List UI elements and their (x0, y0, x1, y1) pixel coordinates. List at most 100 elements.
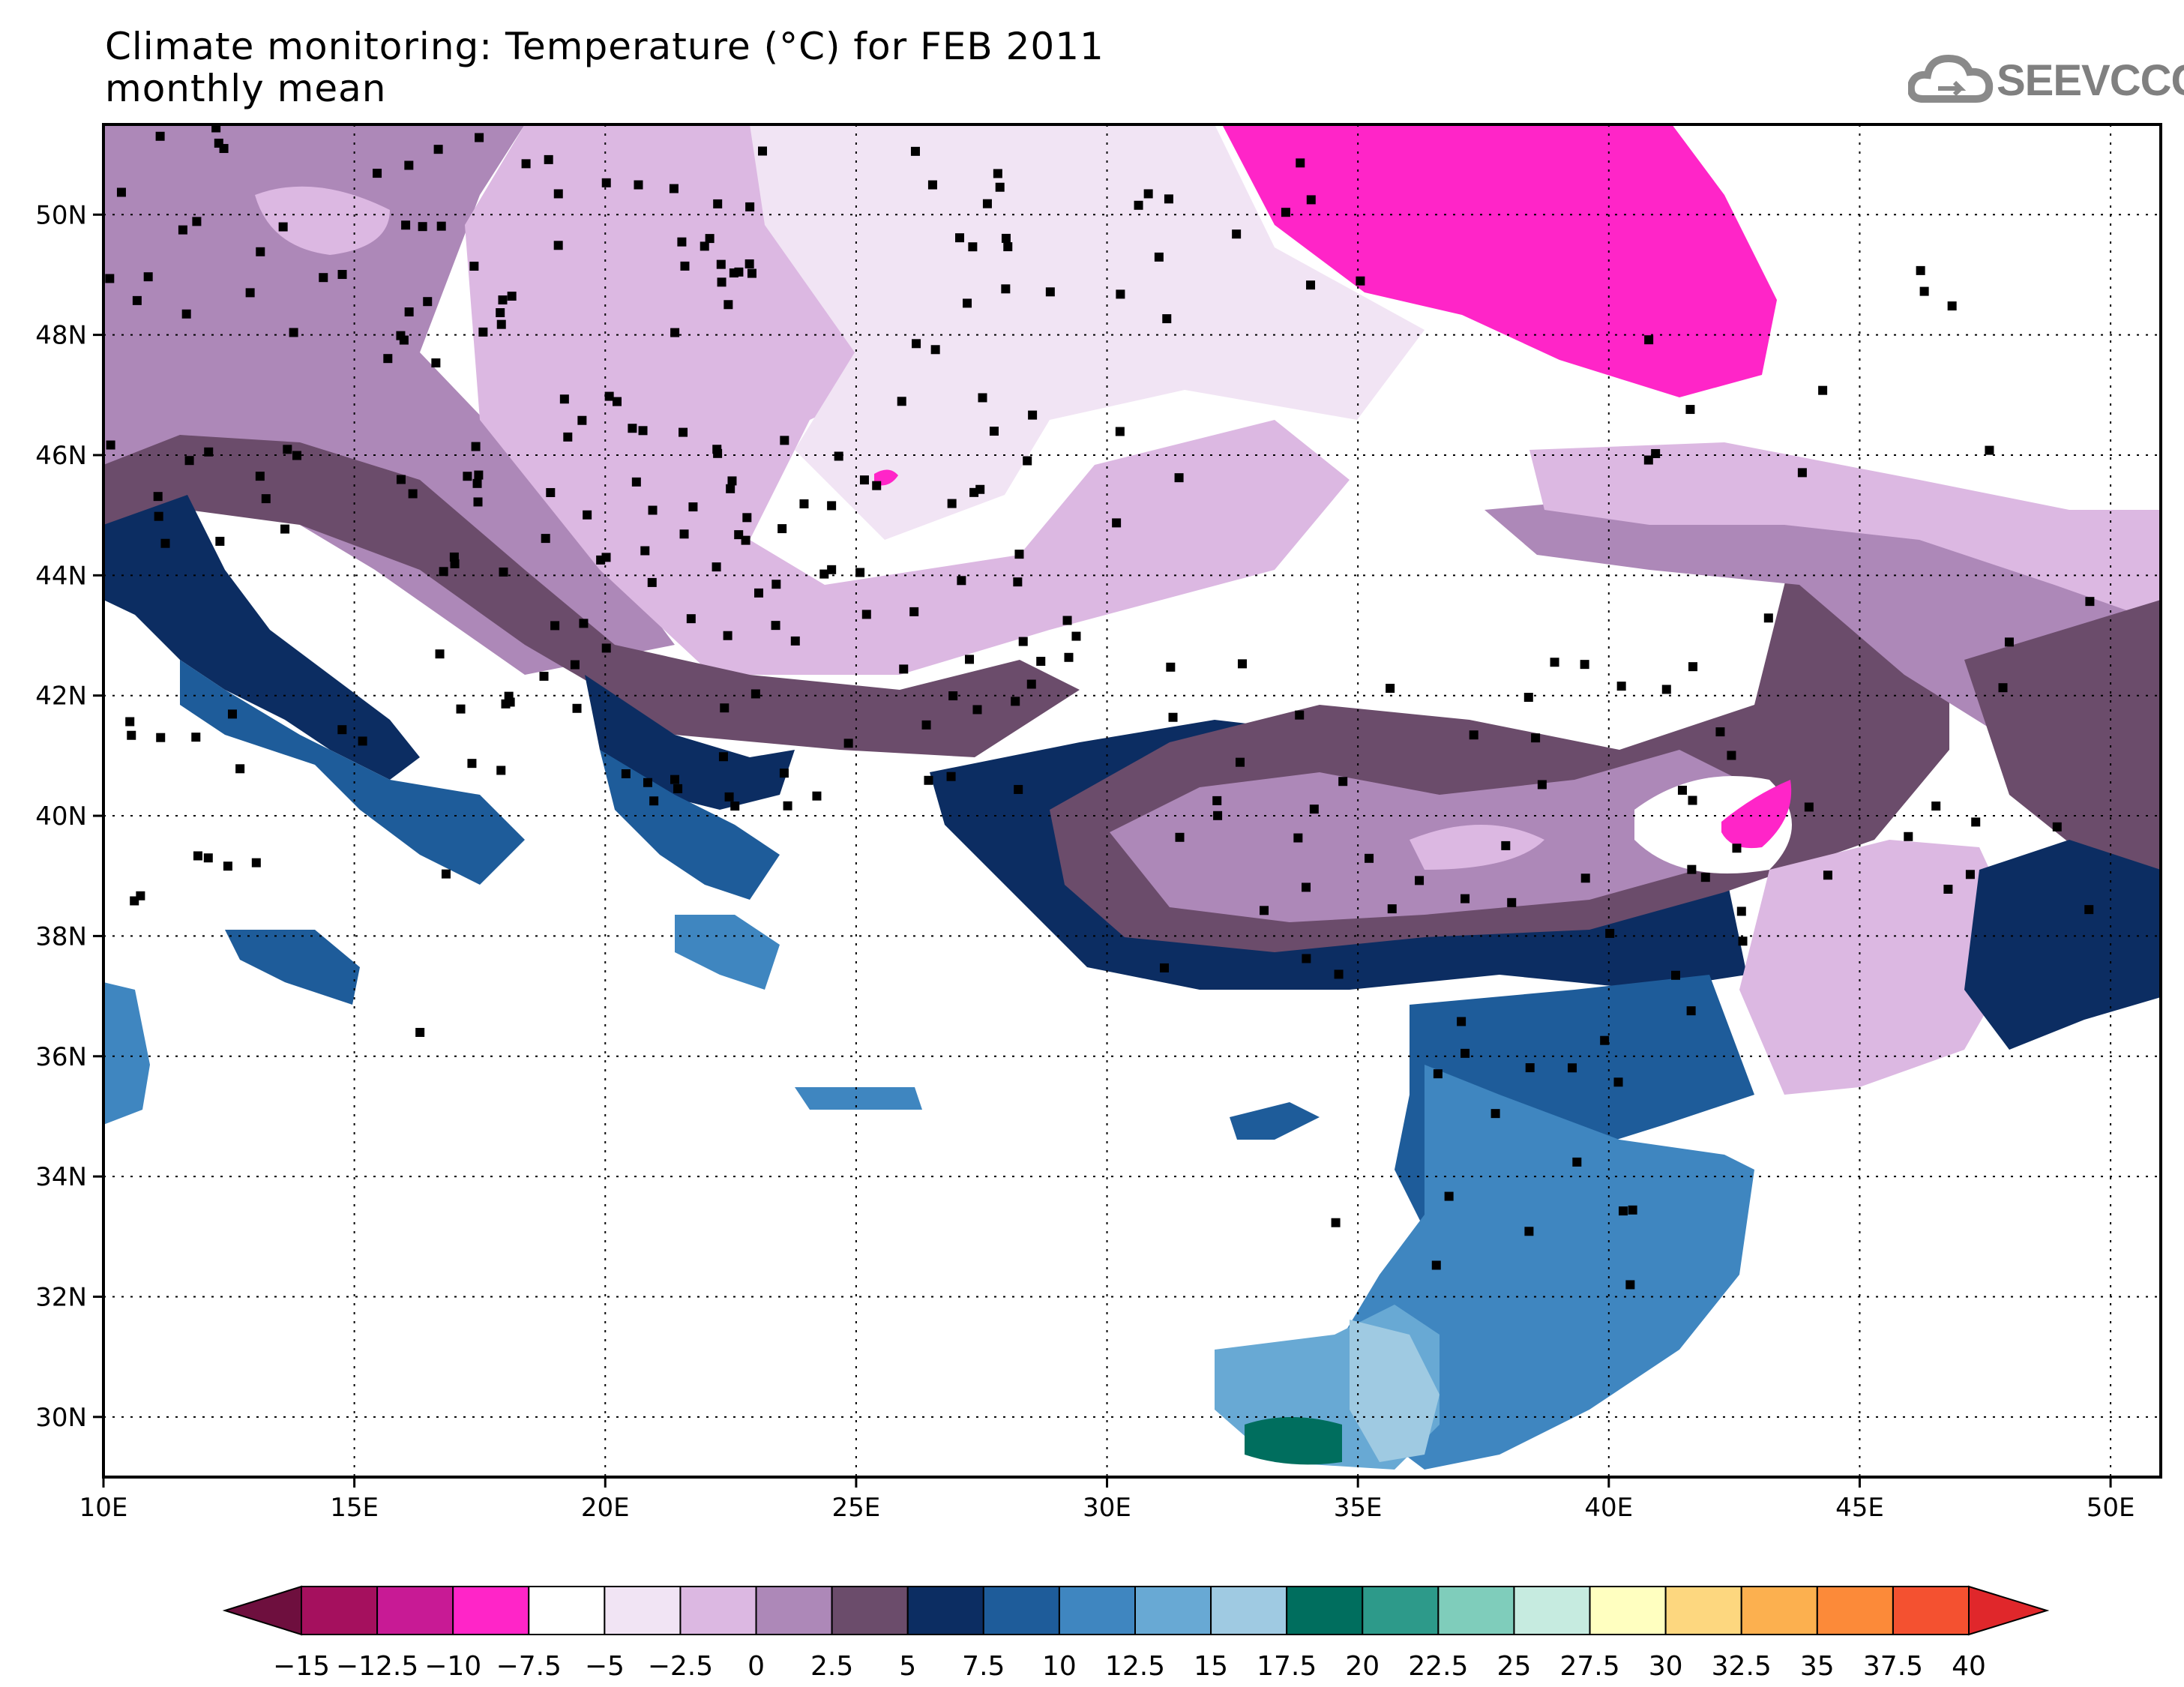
station-marker (1580, 660, 1589, 670)
station-marker (688, 502, 698, 512)
station-marker (1524, 1227, 1534, 1236)
station-marker (1143, 189, 1153, 199)
station-marker (1523, 693, 1533, 703)
station-marker (1338, 777, 1348, 787)
colorbar-label: 20 (1345, 1651, 1380, 1682)
station-marker (193, 851, 202, 861)
station-marker (1064, 652, 1074, 662)
station-marker (783, 801, 792, 811)
station-marker (181, 309, 191, 319)
station-marker (1916, 265, 1925, 275)
graticule (103, 124, 2161, 1477)
zone-10-to-12.5-greece (675, 915, 780, 990)
colorbar-label: 12.5 (1105, 1651, 1165, 1682)
station-marker (1580, 873, 1590, 883)
station-marker (235, 764, 245, 774)
station-marker (744, 259, 754, 268)
lat-tick-label: 32N (35, 1282, 87, 1312)
lon-tick-label: 10E (79, 1493, 128, 1523)
station-marker (1628, 1205, 1637, 1215)
station-marker (718, 752, 728, 762)
station-marker (631, 477, 641, 487)
lat-tick-label: 44N (35, 561, 87, 591)
colorbar-swatch (376, 1586, 454, 1635)
station-marker (435, 649, 445, 659)
station-marker (1618, 1206, 1628, 1216)
colorbar-label: 27.5 (1559, 1651, 1619, 1682)
station-marker (471, 442, 481, 451)
station-marker (544, 154, 553, 164)
zone-12.5-to-15-tunisia (103, 982, 150, 1125)
colorbar-swatch (528, 1586, 606, 1635)
zone-7.5-to-10-greece (600, 750, 780, 900)
station-marker (449, 552, 459, 562)
colorbar-label: 15 (1194, 1651, 1228, 1682)
station-marker (504, 691, 514, 701)
station-marker (1537, 780, 1547, 790)
station-marker (669, 184, 679, 193)
station-marker (705, 234, 715, 244)
station-marker (723, 631, 732, 640)
station-marker (1797, 468, 1807, 478)
station-marker (790, 636, 800, 646)
station-marker (978, 393, 987, 403)
lat-tick-label: 30N (35, 1403, 87, 1433)
station-marker (579, 619, 589, 628)
station-marker (155, 131, 165, 141)
station-marker (946, 772, 956, 781)
station-marker (1931, 802, 1941, 811)
station-marker (1365, 853, 1374, 863)
station-marker (572, 703, 582, 713)
zone-7.5-to-10-cyprus (1230, 1102, 1320, 1140)
lat-tick-label: 36N (35, 1042, 87, 1072)
colorbar-swatch (1664, 1586, 1742, 1635)
lon-tick-label: 25E (832, 1493, 881, 1523)
colorbar-label: 2.5 (810, 1651, 853, 1682)
zone-2.5-to-5-balkans (103, 435, 1080, 757)
station-marker (1003, 242, 1013, 252)
station-marker (730, 802, 740, 811)
station-marker (396, 475, 406, 484)
station-marker (812, 791, 822, 801)
station-marker (1115, 427, 1125, 436)
station-marker (1971, 817, 1981, 827)
station-marker (337, 270, 347, 280)
station-marker (1686, 1006, 1696, 1016)
colorbar-swatch (1437, 1586, 1515, 1635)
lat-tick-label: 34N (35, 1162, 87, 1192)
station-marker (178, 225, 187, 235)
station-marker (211, 123, 221, 133)
station-marker (383, 354, 393, 364)
station-marker (553, 189, 563, 199)
station-marker (541, 534, 550, 544)
lon-tick-label: 50E (2087, 1493, 2135, 1523)
lon-tick-label: 15E (330, 1493, 379, 1523)
station-marker (127, 730, 136, 740)
station-marker (1168, 712, 1178, 722)
station-marker (132, 295, 142, 305)
seevccc-logo: SEEVCCC (1907, 46, 2184, 114)
station-marker (396, 331, 406, 340)
logo-text: SEEVCCC (1997, 56, 2184, 105)
zone-neg2.5-to-0-caucasus (1529, 442, 2161, 622)
station-marker (648, 505, 658, 515)
station-marker (154, 511, 163, 521)
lat-tick-label: 46N (35, 441, 87, 471)
station-marker (478, 327, 488, 337)
colorbar-swatch (604, 1586, 682, 1635)
title-line-2: monthly mean (105, 67, 387, 110)
station-marker (1302, 954, 1311, 963)
station-marker (1306, 195, 1316, 205)
station-marker (771, 621, 780, 631)
station-marker (550, 621, 560, 631)
station-marker (160, 538, 170, 548)
station-marker (401, 220, 411, 230)
axes: 10E 15E 20E 25E 30E 35E 40E 45E 50E 30N 32N 34N 36N 3… (35, 200, 2135, 1523)
lon-tick-label: 40E (1584, 1493, 1633, 1523)
station-marker (1431, 1260, 1441, 1270)
station-marker (1235, 757, 1245, 767)
colorbar-label: −12.5 (336, 1651, 418, 1682)
station-marker (255, 472, 265, 481)
station-marker (754, 588, 764, 598)
station-marker (467, 759, 477, 769)
